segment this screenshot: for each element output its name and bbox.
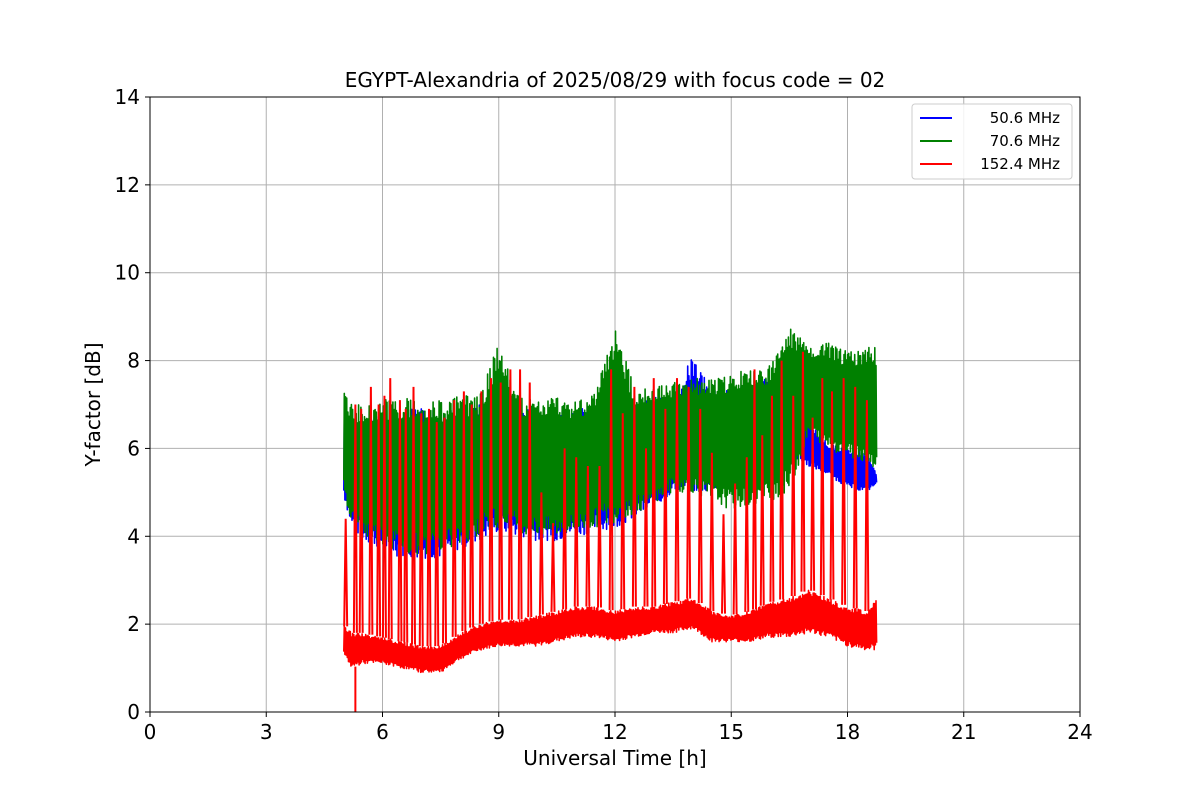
- series-spike: [527, 382, 533, 618]
- series-spike: [752, 369, 757, 610]
- series-spike: [686, 386, 692, 599]
- series-line: [343, 589, 878, 674]
- series-spike: [819, 378, 825, 596]
- x-tick-label: 0: [144, 720, 157, 744]
- x-tick-label: 24: [1067, 720, 1092, 744]
- y-tick-label: 4: [127, 524, 140, 548]
- y-tick-label: 2: [127, 612, 140, 636]
- legend-label: 152.4 MHz: [980, 155, 1060, 173]
- legend-label: 50.6 MHz: [990, 109, 1060, 127]
- y-axis-label: Y-factor [dB]: [81, 342, 105, 467]
- x-tick-label: 3: [260, 720, 273, 744]
- series-spike: [721, 514, 726, 614]
- series-spike: [769, 395, 775, 602]
- y-tick-label: 10: [115, 261, 140, 285]
- series-spike: [573, 457, 579, 607]
- chart-title: EGYPT-Alexandria of 2025/08/29 with focu…: [345, 68, 886, 92]
- series-spike: [841, 378, 847, 605]
- series-spike: [585, 465, 591, 607]
- series-spike: [759, 435, 765, 606]
- y-tick-label: 14: [115, 85, 140, 109]
- series-spike: [732, 483, 738, 615]
- series-spike: [397, 400, 403, 642]
- series-spike: [800, 351, 806, 592]
- x-axis-label: Universal Time [h]: [523, 746, 706, 770]
- series-spike: [488, 378, 494, 622]
- series-spike: [790, 395, 796, 597]
- y-tick-label: 12: [115, 173, 140, 197]
- x-tick-label: 12: [602, 720, 627, 744]
- series-spike: [411, 386, 416, 645]
- series-spike: [368, 386, 374, 635]
- series-spike: [358, 408, 364, 633]
- series-spike: [550, 523, 556, 612]
- series-spike: [434, 422, 440, 647]
- series-spike: [507, 369, 513, 620]
- series-spike: [864, 400, 870, 611]
- legend: 50.6 MHz 70.6 MHz 152.4 MHz: [911, 103, 1073, 180]
- series-spike: [643, 448, 649, 607]
- series-spike: [418, 413, 424, 647]
- series-spike: [376, 404, 382, 637]
- series-spike: [562, 448, 568, 610]
- legend-label: 70.6 MHz: [990, 132, 1060, 150]
- series-spike: [469, 404, 475, 628]
- series-spike: [478, 391, 484, 624]
- series-spike: [810, 417, 816, 591]
- series-spike: [538, 492, 544, 615]
- series-spike: [451, 400, 457, 637]
- series-spike: [852, 386, 858, 609]
- series-spike: [461, 391, 467, 632]
- y-tick-label: 6: [127, 436, 140, 460]
- series-spike: [498, 382, 504, 620]
- series-spike: [744, 457, 750, 612]
- x-tick-label: 18: [835, 720, 860, 744]
- x-tick-label: 15: [719, 720, 744, 744]
- x-tick-label: 6: [376, 720, 389, 744]
- y-tick-label: 8: [127, 349, 140, 373]
- series-spike: [631, 386, 637, 607]
- x-tick-label: 9: [492, 720, 505, 744]
- series-spike: [426, 408, 432, 647]
- series-spike: [651, 378, 657, 607]
- series-spike: [387, 378, 393, 640]
- series-spike: [517, 369, 523, 620]
- series-spike: [662, 408, 668, 604]
- series-spike: [697, 408, 703, 604]
- series-spike: [381, 395, 387, 638]
- series-spike: [352, 404, 358, 633]
- series-spike: [608, 369, 614, 611]
- series-spike: [674, 378, 680, 602]
- series-spike: [403, 408, 409, 643]
- series-spike: [709, 452, 715, 611]
- legend-box: [911, 103, 1073, 180]
- series-spike: [620, 413, 626, 610]
- x-tick-label: 21: [951, 720, 976, 744]
- series-spike: [779, 360, 785, 600]
- series-spike: [442, 417, 447, 644]
- series-spike: [343, 518, 349, 627]
- series-spike: [597, 465, 602, 608]
- series-group: [343, 328, 878, 712]
- y-tick-label: 0: [127, 700, 140, 724]
- series-spike: [829, 391, 835, 600]
